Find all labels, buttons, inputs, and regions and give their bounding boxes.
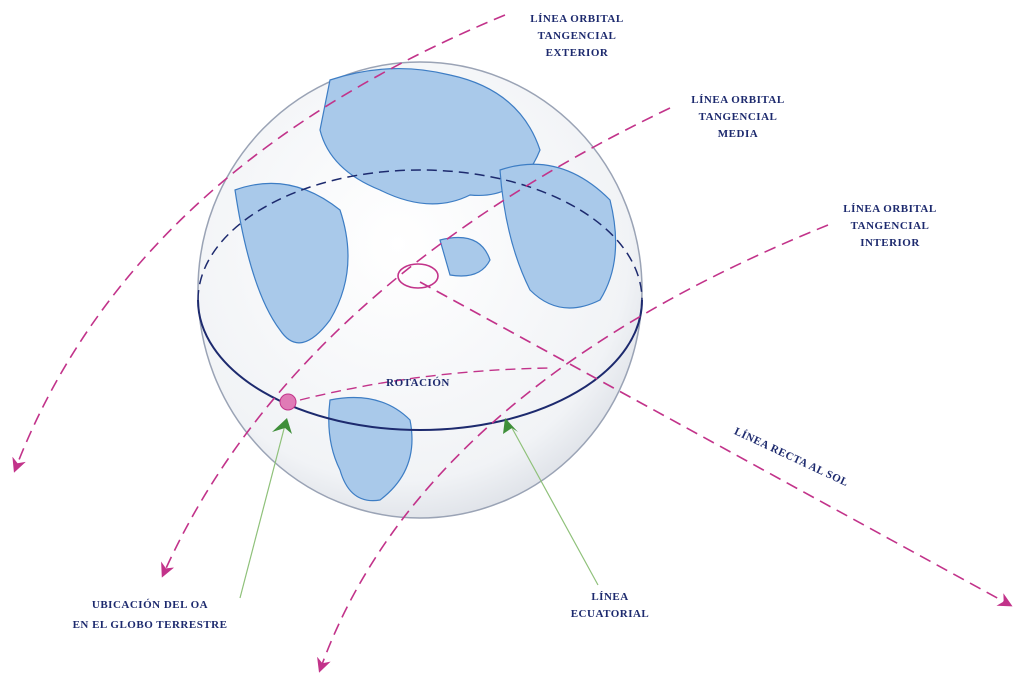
- location-ellipse: [397, 263, 439, 289]
- label: TANGENCIAL: [851, 220, 930, 232]
- label: ECUATORIAL: [571, 608, 650, 620]
- label: LÍNEA ORBITAL: [691, 94, 784, 106]
- equator-front: [197, 299, 643, 431]
- pointer-arrow: [503, 418, 518, 434]
- orbit-exterior: [12, 14, 506, 473]
- label: TANGENCIAL: [699, 111, 778, 123]
- sun-line: [419, 281, 1013, 607]
- label: TANGENCIAL: [538, 30, 617, 42]
- label: ROTACIÓN: [386, 377, 450, 389]
- label: UBICACIÓN DEL OA: [92, 599, 208, 611]
- pointer-line: [239, 424, 286, 599]
- label: EN EL GLOBO TERRESTRE: [73, 619, 228, 631]
- orbit-media: [161, 107, 671, 578]
- location-dot: [279, 393, 297, 411]
- label: INTERIOR: [860, 237, 920, 249]
- label: LÍNEA RECTA AL SOL: [732, 426, 850, 490]
- orbit-interior: [317, 224, 829, 673]
- label: MEDIA: [718, 128, 758, 140]
- label: LÍNEA ORBITAL: [843, 203, 936, 215]
- label: LÍNEA ORBITAL: [530, 13, 623, 25]
- pointer-arrow: [272, 418, 292, 434]
- label: LÍNEA: [591, 591, 628, 603]
- equator-back: [197, 169, 643, 301]
- label: EXTERIOR: [546, 47, 609, 59]
- pointer-line: [511, 427, 599, 586]
